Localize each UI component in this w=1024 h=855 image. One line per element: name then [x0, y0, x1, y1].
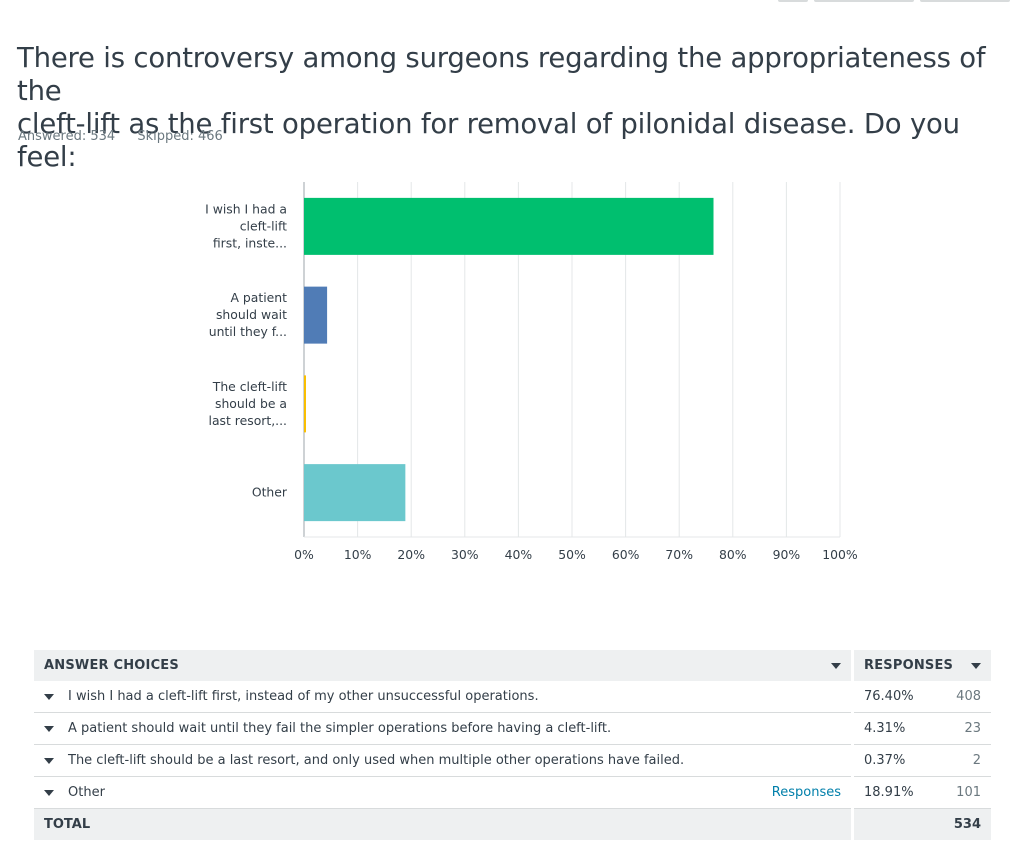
- x-tick-label: 0%: [294, 547, 314, 562]
- x-tick-label: 100%: [822, 547, 858, 562]
- table-row: Other Responses 18.91% 101: [34, 776, 991, 809]
- expand-caret-icon[interactable]: [44, 789, 54, 796]
- question-title: There is controversy among surgeons rega…: [17, 42, 1007, 174]
- response-percent: 76.40%: [851, 681, 926, 713]
- category-label: Other: [252, 485, 288, 500]
- total-label: TOTAL: [34, 808, 853, 840]
- sort-arrow-icon[interactable]: [971, 663, 981, 669]
- response-percent: 18.91%: [851, 776, 926, 809]
- total-count: 534: [926, 808, 991, 840]
- response-percent: 4.31%: [851, 712, 926, 745]
- category-label: I wish I had a: [205, 201, 287, 216]
- x-tick-label: 80%: [719, 547, 747, 562]
- category-label: first, inste...: [213, 235, 287, 250]
- response-count: 2: [926, 744, 991, 777]
- bar-chart: I wish I had a cleft-lift first, inste... A…: [205, 182, 858, 562]
- answer-cell: I wish I had a cleft-lift first, instead…: [34, 681, 711, 713]
- toolbar-stub[interactable]: [814, 0, 914, 2]
- sort-arrow-icon[interactable]: [831, 663, 841, 669]
- answer-label: The cleft-lift should be a last resort, …: [68, 753, 685, 768]
- answer-choices-header[interactable]: ANSWER CHOICES: [34, 650, 853, 681]
- expand-caret-icon[interactable]: [44, 757, 54, 764]
- expand-caret-icon[interactable]: [44, 725, 54, 732]
- responses-header-label: RESPONSES: [864, 658, 954, 673]
- x-tick-label: 10%: [344, 547, 372, 562]
- total-row: TOTAL 534: [34, 808, 991, 840]
- responses-link: [711, 681, 853, 713]
- responses-header[interactable]: RESPONSES: [851, 650, 991, 681]
- answer-label: I wish I had a cleft-lift first, instead…: [68, 689, 539, 704]
- category-label: should be a: [215, 396, 287, 411]
- x-tick-label: 50%: [558, 547, 586, 562]
- responses-link: [711, 744, 853, 777]
- response-count: 23: [926, 712, 991, 745]
- x-tick-label: 60%: [612, 547, 640, 562]
- answer-cell: Other: [34, 776, 711, 809]
- answer-choices-header-label: ANSWER CHOICES: [44, 658, 179, 673]
- x-tick-label: 20%: [397, 547, 425, 562]
- table-row: A patient should wait until they fail th…: [34, 712, 991, 745]
- answered-count: Answered: 534: [18, 129, 116, 144]
- bar[interactable]: [304, 197, 714, 255]
- category-label: should wait: [216, 307, 287, 322]
- category-label: A patient: [230, 290, 287, 305]
- toolbar-stub[interactable]: [778, 0, 808, 2]
- responses-table: ANSWER CHOICES RESPONSES I wish I had a …: [34, 650, 991, 840]
- response-percent: 0.37%: [851, 744, 926, 777]
- answer-cell: A patient should wait until they fail th…: [34, 712, 711, 745]
- chart-bars: [304, 197, 714, 522]
- table-row: I wish I had a cleft-lift first, instead…: [34, 681, 991, 713]
- table-header: ANSWER CHOICES RESPONSES: [34, 650, 991, 681]
- response-count: 408: [926, 681, 991, 713]
- x-tick-label: 90%: [773, 547, 801, 562]
- x-tick-label: 40%: [505, 547, 533, 562]
- answer-label: A patient should wait until they fail th…: [68, 721, 612, 736]
- expand-caret-icon[interactable]: [44, 693, 54, 700]
- category-label: until they f...: [209, 324, 287, 339]
- x-tick-label: 70%: [665, 547, 693, 562]
- category-label: last resort,...: [209, 413, 287, 428]
- responses-link: [711, 712, 853, 745]
- category-label: The cleft-lift: [212, 379, 287, 394]
- response-meta: Answered: 534 Skipped: 466: [18, 129, 241, 144]
- question-line-1: There is controversy among surgeons rega…: [17, 42, 986, 107]
- bar[interactable]: [304, 464, 406, 522]
- total-spacer: [851, 808, 926, 840]
- skipped-count: Skipped: 466: [137, 129, 223, 144]
- chart-tick-labels: 0% 10% 20% 30% 40% 50% 60% 70% 80% 90% 100%: [294, 547, 858, 562]
- chart-category-labels: I wish I had a cleft-lift first, inste... A…: [205, 201, 288, 499]
- toolbar-stub[interactable]: [920, 0, 1010, 2]
- category-label: cleft-lift: [240, 218, 287, 233]
- table-row: The cleft-lift should be a last resort, …: [34, 744, 991, 777]
- question-line-2: cleft-lift as the first operation for re…: [17, 108, 960, 173]
- answer-cell: The cleft-lift should be a last resort, …: [34, 744, 711, 777]
- response-count: 101: [926, 776, 991, 809]
- bar[interactable]: [304, 375, 306, 433]
- x-tick-label: 30%: [451, 547, 479, 562]
- responses-link[interactable]: Responses: [711, 776, 853, 809]
- answer-label: Other: [68, 785, 105, 800]
- bar[interactable]: [304, 286, 328, 344]
